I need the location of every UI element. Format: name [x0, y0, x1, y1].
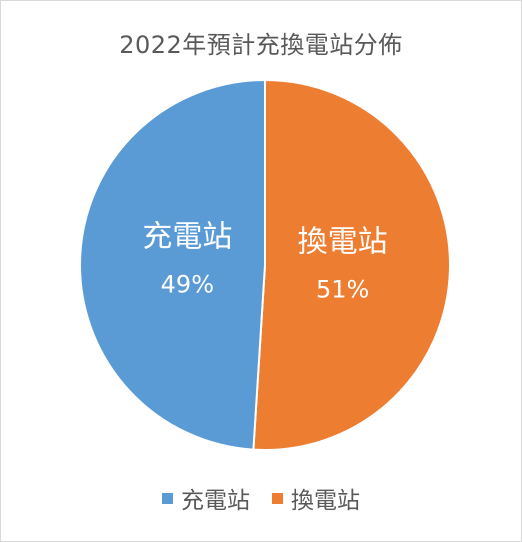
slice-value-charging-station: 49%	[161, 271, 214, 299]
slice-label-charging-station: 充電站	[142, 220, 232, 255]
legend-swatch-swap-station	[272, 492, 283, 504]
legend-item-charging-station[interactable]: 充電站	[162, 481, 250, 515]
chart-title: 2022年預計充換電站分佈	[119, 31, 403, 59]
legend-label-swap-station: 換電站	[291, 488, 360, 514]
slice-value-swap-station: 51%	[316, 275, 369, 303]
legend-swatch-charging-station	[162, 492, 173, 504]
pie-slice-charging-station[interactable]	[78, 78, 266, 451]
chart-legend: 充電站 換電站	[1, 481, 521, 515]
legend-item-swap-station[interactable]: 換電站	[272, 481, 360, 515]
pie-slice-swap-station[interactable]	[252, 78, 451, 451]
legend-label-charging-station: 充電站	[181, 488, 250, 514]
slice-label-swap-station: 換電站	[298, 224, 388, 259]
